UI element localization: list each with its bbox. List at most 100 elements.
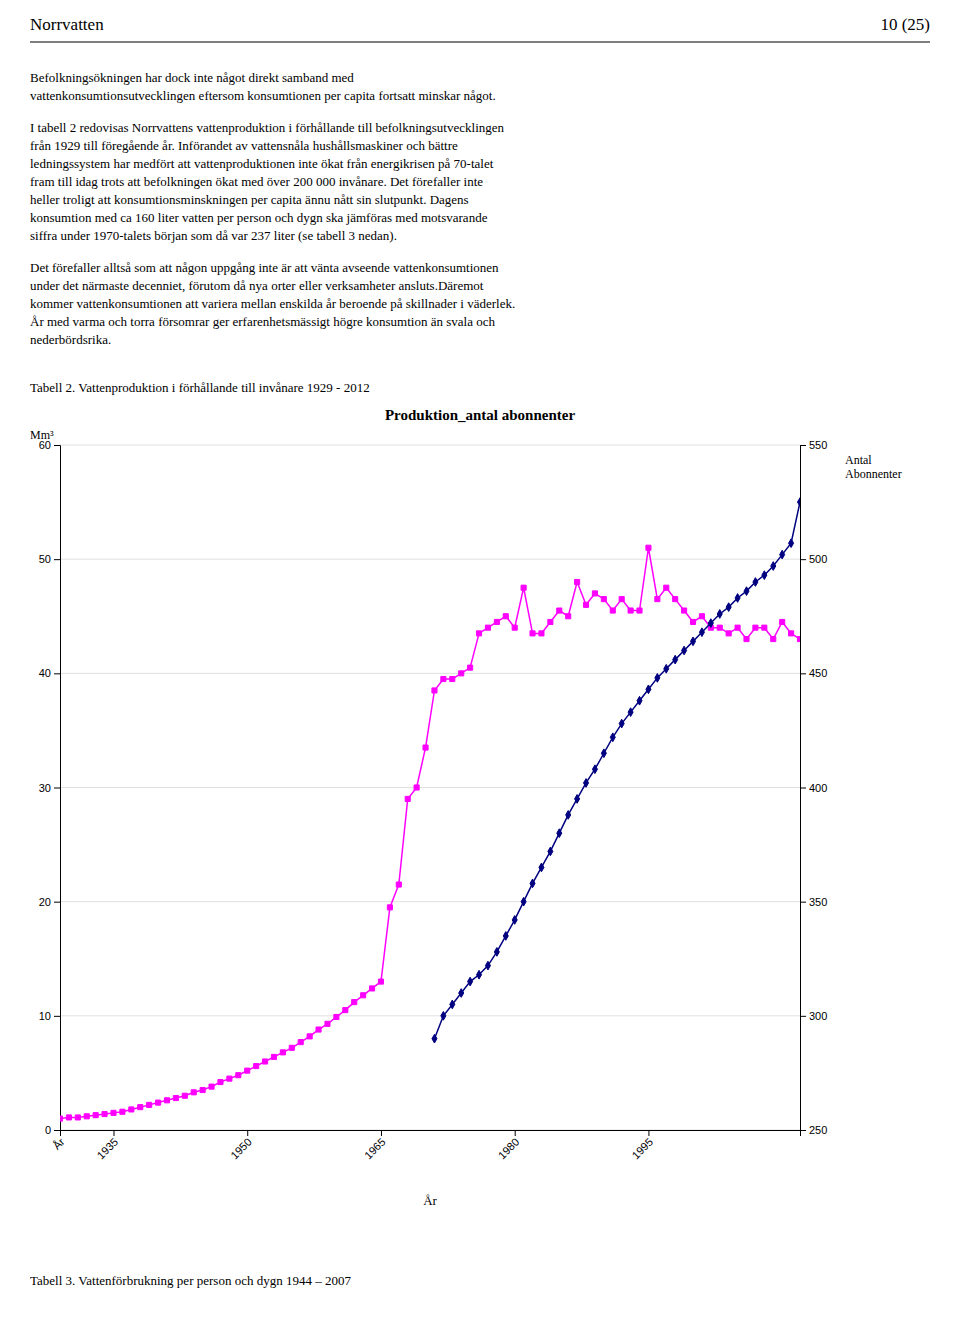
series-marker xyxy=(557,829,562,838)
series-marker xyxy=(610,608,615,613)
series-line xyxy=(60,548,800,1119)
series-marker xyxy=(477,970,482,979)
series xyxy=(60,545,800,1121)
tick-label: 30 xyxy=(39,782,51,794)
tick-mark xyxy=(800,673,806,674)
series-marker xyxy=(120,1109,125,1114)
tick-mark xyxy=(800,1016,806,1017)
grid xyxy=(60,445,800,1130)
series-marker xyxy=(450,1000,455,1009)
series-marker xyxy=(566,614,571,619)
tick-mark xyxy=(54,902,60,903)
tick-label: 1995 xyxy=(629,1136,655,1162)
series-marker xyxy=(584,779,589,788)
tick-label: 500 xyxy=(809,553,827,565)
grid-line xyxy=(60,559,800,560)
series-marker xyxy=(619,597,624,602)
series-marker xyxy=(450,676,455,681)
series-marker xyxy=(147,1102,152,1107)
series-marker xyxy=(280,1050,285,1055)
series-marker xyxy=(182,1093,187,1098)
series-marker xyxy=(682,608,687,613)
tick-mark xyxy=(54,559,60,560)
series-marker xyxy=(753,578,758,587)
tick: 1980 xyxy=(496,1130,522,1161)
series-marker xyxy=(726,631,731,636)
series-marker xyxy=(771,637,776,642)
series-marker xyxy=(521,897,526,906)
tick-mark xyxy=(381,1130,382,1136)
series-marker xyxy=(610,733,615,742)
tick-label: 20 xyxy=(39,896,51,908)
tick: 250 xyxy=(800,1124,827,1136)
tick-label: 350 xyxy=(809,896,827,908)
page-number: 10 (25) xyxy=(880,15,930,34)
series-marker xyxy=(762,571,767,580)
tick: 450 xyxy=(800,667,827,679)
series-marker xyxy=(601,749,606,758)
series-marker xyxy=(369,986,374,991)
series-marker xyxy=(75,1115,80,1120)
series-marker xyxy=(521,585,526,590)
series-marker xyxy=(432,688,437,693)
series-marker xyxy=(218,1080,223,1085)
series-marker xyxy=(646,545,651,550)
tick-mark xyxy=(800,445,806,446)
tick-label: 1950 xyxy=(228,1136,254,1162)
series-marker xyxy=(512,916,517,925)
table-caption: Tabell 2. Vattenproduktion i förhållande… xyxy=(30,380,370,395)
series-marker xyxy=(396,882,401,887)
series-marker xyxy=(744,637,749,642)
tick-label: 10 xyxy=(39,1010,51,1022)
y2-axis-title: Antal xyxy=(845,453,872,467)
series-marker xyxy=(361,993,366,998)
tick: 400 xyxy=(800,782,827,794)
series-marker xyxy=(780,550,785,559)
series-marker xyxy=(441,1011,446,1020)
chart-title: Produktion_antal abonnenter xyxy=(385,407,576,423)
series-marker xyxy=(129,1107,134,1112)
bottom-caption: Tabell 3. Vattenförbrukning per person o… xyxy=(30,1273,351,1288)
tick-label: 50 xyxy=(39,553,51,565)
series-marker xyxy=(539,863,544,872)
series-marker xyxy=(503,614,508,619)
series-marker xyxy=(423,745,428,750)
series-marker xyxy=(191,1090,196,1095)
header-rule xyxy=(30,41,930,42)
series-marker xyxy=(717,610,722,619)
series-marker xyxy=(530,879,535,888)
series xyxy=(432,498,800,1043)
x-axis-title: År xyxy=(423,1193,437,1208)
paragraph-line: siffra under 1970-talets början som då v… xyxy=(30,228,397,243)
axis-line xyxy=(54,446,61,1131)
series-marker xyxy=(682,646,687,655)
series-marker xyxy=(138,1105,143,1110)
tick: 300 xyxy=(800,1010,827,1022)
paragraph-line: kommer vattenkonsumtionen att variera me… xyxy=(30,296,515,311)
tick: 1965 xyxy=(362,1130,388,1161)
series-marker xyxy=(387,905,392,910)
series-marker xyxy=(771,562,776,571)
series-marker xyxy=(468,665,473,670)
series-marker xyxy=(797,637,800,642)
series-marker xyxy=(592,765,597,774)
series-marker xyxy=(717,625,722,630)
series-marker xyxy=(271,1054,276,1059)
series-marker xyxy=(735,625,740,630)
series-marker xyxy=(797,498,800,507)
series-marker xyxy=(628,708,633,717)
series-marker xyxy=(637,608,642,613)
series-marker xyxy=(494,619,499,624)
y2-axis: 250300350400450500550 xyxy=(800,439,827,1136)
tick-mark xyxy=(800,902,806,903)
paragraph-line: under det närmaste decenniet, förutom då… xyxy=(30,278,484,293)
series-marker xyxy=(789,539,794,548)
paragraph-line: vattenkonsumtionsutvecklingen eftersom k… xyxy=(30,88,496,103)
series-marker xyxy=(60,1116,63,1121)
tick-label: 1980 xyxy=(496,1136,522,1162)
plot-area xyxy=(60,498,800,1121)
series-marker xyxy=(628,608,633,613)
series-marker xyxy=(530,631,535,636)
series-marker xyxy=(762,625,767,630)
series-marker xyxy=(316,1027,321,1032)
